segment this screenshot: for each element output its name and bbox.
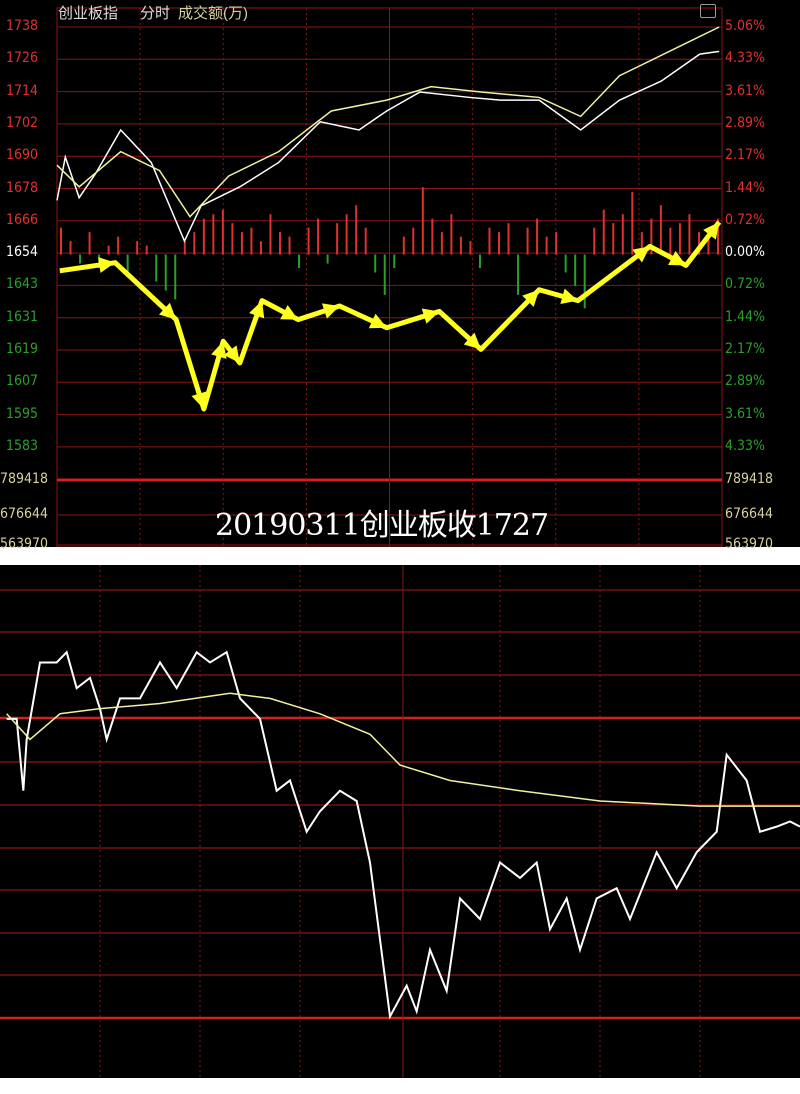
arrow-head bbox=[321, 303, 340, 319]
price-tick-label: 1714 bbox=[6, 82, 39, 99]
arrow-head bbox=[522, 289, 540, 307]
bottom-intraday-chart bbox=[0, 565, 800, 1078]
price-line bbox=[56, 50, 720, 243]
price-tick-label: 1631 bbox=[6, 308, 39, 325]
bottom-chart-canvas bbox=[0, 565, 800, 1078]
pct-tick-label: 1.44% bbox=[725, 179, 766, 196]
price-tick-label: 1583 bbox=[6, 437, 39, 454]
pct-tick-label: 1.44% bbox=[725, 308, 766, 325]
arrow-head bbox=[98, 257, 116, 273]
volume-tick-label: 676644 bbox=[0, 506, 49, 522]
volume-tick-label: 676644 bbox=[725, 506, 774, 522]
pct-tick-label: 4.33% bbox=[725, 437, 766, 454]
average-price-line bbox=[6, 692, 800, 807]
pct-tick-label: 3.61% bbox=[725, 405, 766, 422]
price-tick-label: 1678 bbox=[6, 179, 39, 196]
price-tick-label: 1654 bbox=[6, 244, 39, 261]
pct-tick-label: 5.06% bbox=[725, 18, 766, 34]
arrow-head bbox=[158, 302, 177, 320]
price-tick-label: 1702 bbox=[6, 114, 39, 131]
arrow-head bbox=[249, 300, 265, 319]
pct-tick-label: 0.00% bbox=[725, 244, 766, 261]
price-line bbox=[6, 650, 800, 1020]
price-tick-label: 1619 bbox=[6, 341, 39, 357]
arrow-head bbox=[368, 313, 387, 329]
arrow-head bbox=[280, 305, 299, 320]
window-toggle-icon[interactable] bbox=[700, 4, 716, 18]
arrow-head bbox=[560, 288, 578, 305]
arrow-head bbox=[703, 222, 720, 240]
arrow-head bbox=[421, 308, 440, 324]
pct-tick-label: 3.61% bbox=[725, 82, 766, 99]
pct-tick-label: 2.17% bbox=[725, 341, 766, 357]
arrow-head bbox=[463, 332, 481, 350]
pct-tick-label: 2.89% bbox=[725, 114, 766, 131]
price-tick-label: 1690 bbox=[6, 147, 39, 164]
volume-tick-label: 789418 bbox=[725, 471, 774, 487]
caption: 20190311创业板收1727 bbox=[215, 508, 549, 543]
price-tick-label: 1726 bbox=[6, 50, 39, 67]
pct-tick-label: 0.72% bbox=[725, 276, 766, 293]
arrow-head bbox=[211, 341, 227, 359]
index-name: 创业板指 bbox=[58, 5, 119, 22]
price-tick-label: 1643 bbox=[6, 276, 39, 293]
price-tick-label: 1738 bbox=[6, 18, 39, 34]
mode-label[interactable]: 分时 bbox=[140, 5, 171, 22]
top-chart-canvas bbox=[56, 7, 723, 547]
volume-label: 成交额(万) bbox=[178, 5, 248, 22]
price-tick-label: 1607 bbox=[6, 373, 39, 390]
arrow-head bbox=[223, 345, 240, 363]
top-intraday-chart: 创业板指 分时 成交额(万) 1738 5.06% 1726 4.33% 1714 3.6… bbox=[0, 0, 800, 552]
price-tick-label: 1666 bbox=[6, 211, 39, 228]
arrow-head bbox=[668, 250, 686, 266]
price-tick-label: 1595 bbox=[6, 405, 39, 422]
pct-tick-label: 4.33% bbox=[725, 50, 766, 67]
pct-tick-label: 2.89% bbox=[725, 373, 766, 390]
volume-tick-label: 789418 bbox=[0, 471, 49, 487]
volume-tick-label: 563970 bbox=[725, 536, 774, 552]
arrow-head bbox=[191, 391, 207, 409]
arrow-head bbox=[632, 246, 650, 263]
pct-tick-label: 2.17% bbox=[725, 147, 766, 164]
pct-tick-label: 0.72% bbox=[725, 211, 766, 228]
average-price-line bbox=[56, 26, 720, 218]
volume-tick-label: 563970 bbox=[0, 536, 49, 552]
